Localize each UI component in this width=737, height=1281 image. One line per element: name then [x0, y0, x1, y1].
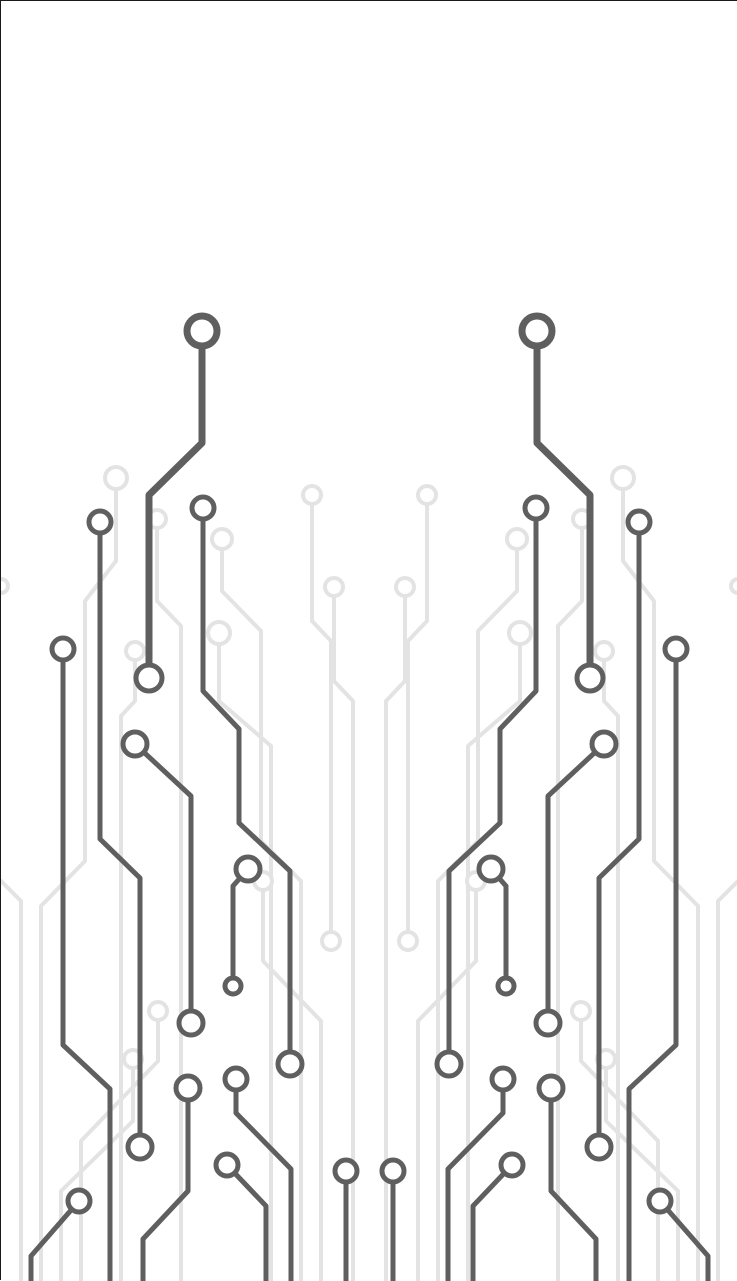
light-trace-left-5	[332, 585, 355, 1281]
light-solder-pad-left-7-0	[147, 1000, 169, 1022]
dark-solder-pad-left-5-0	[233, 854, 263, 884]
light-solder-pad-left-6-0	[124, 640, 146, 662]
light-solder-pad-left-3-0	[206, 620, 232, 646]
light-trace-left-10	[1, 879, 23, 1281]
light-solder-pad-right-5-0	[394, 576, 416, 598]
dark-trace-left-9	[28, 1198, 82, 1281]
dark-solder-pad-left-4-1	[176, 1008, 206, 1038]
light-solder-pad-right-7-0	[570, 1000, 592, 1022]
dark-solder-pad-left-4-0	[120, 729, 150, 759]
dark-solder-pad-right-9-0	[646, 1187, 674, 1215]
light-solder-pad-left-4-1	[320, 930, 342, 952]
dark-trace-right-5	[488, 866, 509, 989]
light-solder-pad-left-0-0	[103, 465, 129, 491]
dark-solder-pad-right-5-0	[476, 854, 506, 884]
dark-trace-right-0	[533, 327, 594, 682]
dark-trace-left-1	[200, 505, 293, 1067]
dark-solder-pad-right-3-0	[662, 635, 690, 663]
dark-solder-pad-right-0-0	[518, 312, 556, 350]
light-trace-left-4	[310, 493, 333, 943]
light-trace-right-1	[556, 517, 584, 1281]
dark-trace-right-4	[545, 741, 607, 1026]
dark-trace-left-2	[97, 519, 143, 1150]
light-solder-pad-right-11-0	[729, 577, 737, 595]
light-solder-pad-left-4-0	[301, 484, 323, 506]
dark-solder-pad-right-6-0	[536, 1073, 566, 1103]
light-solder-pad-right-4-0	[416, 484, 438, 506]
light-solder-pad-right-2-0	[505, 527, 529, 551]
dark-trace-right-9	[657, 1198, 711, 1281]
light-solder-pad-right-3-0	[507, 620, 533, 646]
light-solder-pad-right-6-0	[593, 640, 615, 662]
light-trace-right-8	[604, 1057, 680, 1281]
light-solder-pad-left-2-0	[210, 527, 234, 551]
dark-solder-pad-left-2-1	[125, 1132, 155, 1162]
dark-trace-left-8	[224, 1162, 269, 1281]
dark-trace-left-4	[132, 741, 194, 1026]
light-trace-right-4	[406, 493, 429, 943]
dark-solder-pad-right-8-0	[498, 1151, 526, 1179]
light-trace-right-3	[466, 631, 522, 1281]
dark-trace-left-6	[140, 1085, 191, 1281]
light-trace-left-1	[155, 517, 183, 1281]
dark-solder-pad-right-5-1	[495, 975, 517, 997]
dark-solder-pad-left-7-0	[222, 1065, 250, 1093]
light-trace-right-5	[384, 585, 407, 1281]
dark-trace-right-8	[470, 1162, 515, 1281]
dark-solder-pad-right-1-0	[522, 494, 550, 522]
dark-solder-pad-right-7-0	[489, 1065, 517, 1093]
dark-solder-pad-right-1-1	[434, 1049, 464, 1079]
light-trace-left-3	[217, 631, 273, 1281]
dark-solder-pad-left-1-0	[189, 494, 217, 522]
dark-solder-pad-left-10-0	[332, 1157, 360, 1185]
dark-trace-left-5	[230, 866, 251, 989]
dark-solder-pad-left-3-0	[49, 635, 77, 663]
light-trace-left-8	[59, 1057, 135, 1281]
dark-solder-pad-right-10-0	[379, 1157, 407, 1185]
dark-trace-right-7	[445, 1076, 506, 1281]
dark-solder-pad-left-2-0	[86, 508, 114, 536]
dark-solder-pad-right-4-1	[533, 1008, 563, 1038]
dark-solder-pad-right-2-1	[584, 1132, 614, 1162]
dark-solder-pad-right-2-0	[625, 508, 653, 536]
dark-trace-right-3	[626, 646, 679, 1281]
dark-solder-pad-right-4-0	[589, 729, 619, 759]
dark-solder-pad-left-8-0	[213, 1151, 241, 1179]
light-solder-pad-right-0-0	[610, 465, 636, 491]
light-trace-right-0	[621, 476, 700, 1281]
dark-solder-pad-left-0-0	[183, 312, 221, 350]
light-trace-right-10	[716, 879, 737, 1281]
dark-solder-pad-left-5-1	[222, 975, 244, 997]
light-solder-pad-right-4-1	[397, 930, 419, 952]
faint-background-traces	[1, 465, 737, 1281]
light-solder-pad-left-11-0	[1, 577, 10, 595]
dark-solder-pad-right-0-1	[574, 662, 606, 694]
dark-solder-pad-left-6-0	[173, 1073, 203, 1103]
dark-trace-right-2	[596, 519, 642, 1150]
dark-trace-right-6	[548, 1085, 599, 1281]
dark-solder-pad-left-9-0	[65, 1187, 93, 1215]
light-solder-pad-left-5-0	[323, 576, 345, 598]
dark-trace-left-0	[145, 327, 206, 682]
dark-trace-left-3	[60, 646, 113, 1281]
light-trace-left-0	[39, 476, 118, 1281]
dark-solder-pad-left-1-1	[275, 1049, 305, 1079]
dark-solder-pad-left-0-1	[133, 662, 165, 694]
dark-trace-left-7	[233, 1076, 294, 1281]
dark-foreground-traces	[28, 312, 711, 1281]
dark-trace-right-1	[446, 505, 539, 1067]
